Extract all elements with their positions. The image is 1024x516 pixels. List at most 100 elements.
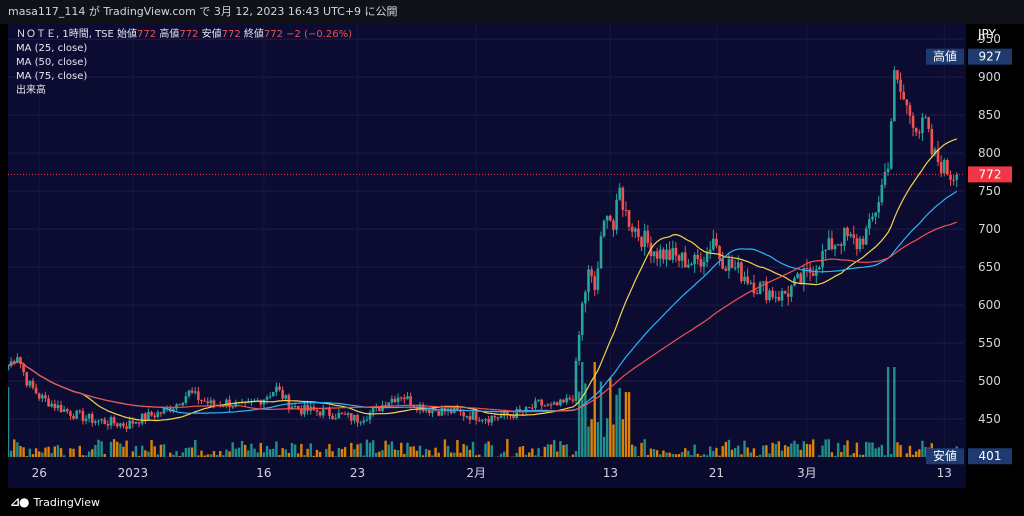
candle-body <box>459 410 462 412</box>
volume-bar <box>84 455 88 457</box>
volume-bar <box>805 443 809 457</box>
tradingview-logo[interactable]: ⊿● TradingView <box>10 495 100 509</box>
candle-body <box>387 402 391 408</box>
candle-body <box>303 404 306 415</box>
volume-bar <box>312 455 316 457</box>
candle-body <box>284 395 288 399</box>
candle-body <box>499 415 503 418</box>
chart-frame[interactable]: 450 500 550 600 650 700 750 800 850 900 950 JPY 26 20… <box>8 24 1016 488</box>
volume-bar <box>396 450 400 457</box>
candle-body <box>949 174 952 180</box>
volume-bar <box>190 447 194 457</box>
candle-body <box>134 422 138 424</box>
volume-bar <box>699 455 703 457</box>
volume-bar <box>41 452 44 457</box>
candle-body <box>702 261 706 267</box>
candle-body <box>665 249 668 260</box>
volume-bar <box>659 454 662 457</box>
candle-body <box>371 407 375 413</box>
volume-bar <box>197 455 200 457</box>
candle-body <box>484 419 487 421</box>
volume-bar <box>474 455 478 457</box>
indicator-ma50[interactable]: MA (50, close) <box>16 57 88 68</box>
volume-bar <box>871 442 874 457</box>
indicator-volume[interactable]: 出来高 <box>16 85 46 96</box>
volume-bar <box>381 450 384 457</box>
candle-body <box>156 412 160 418</box>
volume-bar <box>237 447 241 457</box>
indicator-ma25[interactable]: MA (25, close) <box>16 43 88 54</box>
candle-body <box>477 420 481 422</box>
candle-body <box>624 209 628 211</box>
candle-body <box>159 412 163 414</box>
volume-bar <box>737 445 740 457</box>
volume-bar <box>178 455 181 457</box>
volume-bar <box>634 446 637 457</box>
candle-body <box>234 402 238 407</box>
volume-bar <box>824 439 827 457</box>
volume-bar <box>768 453 771 457</box>
volume-bar <box>34 448 38 457</box>
candle-body <box>733 267 737 269</box>
price-badge-value: 401 <box>979 449 1002 463</box>
candle-body <box>712 238 715 250</box>
candle-body <box>621 187 625 210</box>
volume-bar <box>709 446 712 457</box>
candle-body <box>805 268 809 270</box>
volume-bar <box>465 445 468 457</box>
candle-body <box>609 215 612 221</box>
volume-bar <box>212 451 216 457</box>
volume-bar <box>172 454 175 457</box>
candle-body <box>761 281 765 283</box>
candle-body <box>337 413 341 419</box>
x-tick-label: 26 <box>32 466 47 480</box>
volume-bar <box>428 450 431 457</box>
candle-body <box>518 409 522 411</box>
candle-body <box>209 400 213 404</box>
volume-bar <box>774 444 777 457</box>
volume-bar <box>203 455 206 457</box>
volume-bar <box>415 450 419 457</box>
volume-bar <box>630 444 634 457</box>
volume-bar <box>393 449 397 457</box>
price-badge <box>968 48 1012 65</box>
candle-body <box>615 199 618 230</box>
candle-body <box>250 401 253 403</box>
volume-bar <box>836 442 840 457</box>
indicator-ma75[interactable]: MA (75, close) <box>16 71 88 82</box>
volume-bar <box>169 452 172 457</box>
volume-bar <box>50 453 53 457</box>
time-axis[interactable] <box>8 457 966 488</box>
volume-bar <box>297 453 300 457</box>
volume-bar <box>78 445 81 457</box>
volume-bar <box>22 447 25 457</box>
volume-bar <box>431 455 434 457</box>
volume-bar <box>281 448 284 457</box>
price-axis[interactable] <box>966 24 1016 488</box>
volume-bar <box>746 447 749 457</box>
candle-body <box>802 268 806 283</box>
ohlc-low-label: 安値 <box>201 29 222 40</box>
volume-bar <box>518 446 522 457</box>
candle-body <box>321 408 325 416</box>
candle-body <box>736 262 740 268</box>
volume-bar <box>606 418 609 457</box>
volume-bar <box>899 444 902 457</box>
volume-bar <box>587 426 590 457</box>
candle-body <box>905 99 909 106</box>
ohlc-high-label: 高値 <box>159 29 180 40</box>
volume-bar <box>459 452 462 457</box>
volume-bar <box>649 448 653 457</box>
volume-bar <box>16 442 19 457</box>
candle-body <box>184 396 188 403</box>
candle-body <box>646 230 650 244</box>
candle-body <box>630 226 634 232</box>
candle-body <box>668 249 671 260</box>
candle-body <box>131 420 135 424</box>
candle-body <box>936 149 940 162</box>
volume-bar <box>712 451 715 457</box>
candle-body <box>271 392 275 397</box>
volume-bar <box>787 446 790 457</box>
ohlc-close-label: 終値 <box>243 29 264 40</box>
